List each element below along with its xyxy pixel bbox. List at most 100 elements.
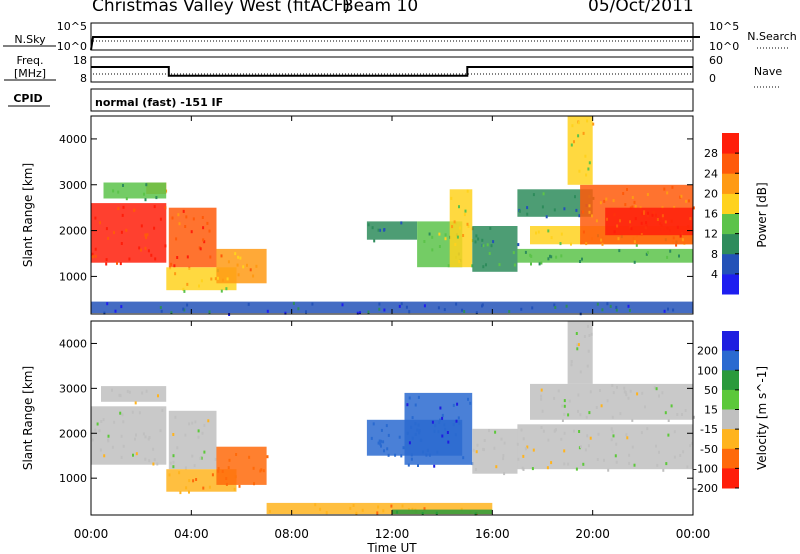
velocity-cell — [576, 343, 579, 347]
velocity-cell — [111, 445, 114, 449]
velocity-cell — [228, 458, 231, 462]
velocity-cell — [495, 465, 498, 469]
velocity-cell — [252, 466, 255, 470]
power-cell — [492, 240, 495, 244]
velocity-cell — [691, 441, 693, 445]
power-cell — [633, 260, 636, 264]
velocity-cell — [217, 469, 220, 473]
velocity-cell — [411, 507, 414, 511]
power-cell — [208, 229, 211, 233]
velocity-panel: 1000 2000 3000 4000 Slant Range [km] 200 100… — [21, 320, 769, 516]
velocity-colorbar-tick-label: -200 — [693, 482, 718, 495]
power-cell — [183, 289, 186, 293]
power-cell — [122, 205, 125, 209]
velocity-cell — [472, 448, 475, 452]
power-cell — [634, 205, 637, 208]
power-cell — [182, 287, 185, 291]
velocity-cell — [588, 334, 591, 337]
power-cell — [581, 257, 583, 261]
power-cell — [563, 207, 566, 211]
power-cell — [147, 249, 150, 253]
velocity-cell — [138, 411, 141, 415]
velocity-cell — [268, 509, 271, 513]
velocity-cell — [500, 437, 503, 441]
velocity-cell — [577, 409, 579, 413]
velocity-cell — [152, 447, 155, 451]
velocity-cell — [398, 435, 401, 439]
velocity-cell — [563, 462, 566, 466]
velocity-cell — [553, 396, 556, 400]
power-cell — [428, 232, 431, 236]
power-cell — [617, 237, 620, 241]
power-cell — [582, 131, 585, 135]
velocity-cell — [441, 416, 444, 420]
velocity-colorbar-tick-label: -50 — [700, 443, 718, 456]
velocity-colorbar-tick-label: 200 — [697, 345, 718, 358]
power-cell — [143, 192, 145, 196]
power-cell — [482, 265, 485, 269]
power-cell — [366, 221, 418, 240]
velocity-cell — [188, 490, 190, 494]
power-cell — [431, 248, 434, 252]
power-cell — [545, 215, 548, 219]
power-cell — [225, 287, 228, 291]
power-cell — [560, 254, 563, 258]
velocity-cell — [134, 437, 136, 441]
power-cell — [186, 255, 189, 259]
power-ytick-label: 1000 — [59, 270, 87, 283]
velocity-cell — [383, 449, 385, 453]
velocity-cell — [410, 425, 413, 429]
velocity-cell — [595, 406, 598, 409]
power-cell — [685, 199, 688, 203]
freq-unit-label: [MHz] — [14, 67, 46, 80]
velocity-cell — [147, 437, 150, 441]
velocity-cell — [502, 457, 505, 461]
velocity-cell — [673, 430, 676, 434]
power-cell — [153, 226, 156, 230]
velocity-cell — [475, 450, 478, 454]
power-cell — [605, 207, 693, 236]
power-cell — [689, 217, 692, 221]
velocity-cell — [646, 427, 649, 431]
velocity-cell — [522, 454, 525, 458]
velocity-cell — [419, 438, 422, 442]
velocity-cell — [546, 466, 549, 470]
velocity-cell — [503, 472, 506, 476]
velocity-cell — [563, 431, 566, 435]
power-cell — [133, 208, 136, 212]
power-cell — [559, 242, 562, 246]
power-colorbar-tick-label: 4 — [711, 268, 718, 281]
power-cell — [688, 199, 690, 203]
velocity-cell — [199, 457, 202, 460]
power-region-0 — [91, 203, 167, 266]
power-cell — [467, 224, 470, 228]
velocity-region-12 — [392, 509, 493, 516]
velocity-cell — [148, 436, 151, 439]
velocity-cell — [172, 454, 175, 458]
velocity-cell — [406, 403, 409, 407]
power-cell — [663, 187, 666, 191]
velocity-cell — [517, 457, 520, 461]
velocity-cell — [178, 471, 181, 475]
power-cell — [651, 213, 654, 217]
velocity-cell — [380, 439, 382, 443]
power-cell — [117, 190, 120, 194]
power-cell — [356, 311, 359, 315]
velocity-cell — [349, 506, 352, 510]
velocity-cell — [172, 460, 175, 464]
power-cell — [531, 306, 534, 310]
nsky-tick-high: 10^5 — [57, 20, 87, 33]
velocity-cell — [214, 457, 217, 461]
power-cell — [464, 209, 467, 213]
velocity-ytick-label: 4000 — [59, 337, 87, 350]
velocity-cell — [661, 391, 664, 395]
velocity-cell — [410, 457, 413, 461]
power-cell — [92, 255, 94, 259]
power-cell — [144, 246, 147, 250]
velocity-cell — [91, 438, 94, 442]
velocity-cell — [655, 387, 658, 391]
velocity-cell — [441, 434, 444, 438]
velocity-cell — [540, 426, 543, 429]
power-cell — [292, 301, 295, 305]
velocity-cell — [352, 504, 355, 507]
